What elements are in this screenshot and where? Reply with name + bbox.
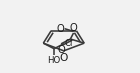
Text: O: O [56,24,64,34]
Text: O: O [58,45,66,55]
Text: O: O [60,53,68,63]
Text: Cl: Cl [65,39,73,48]
Text: HO: HO [47,56,60,65]
Text: O: O [70,23,77,33]
